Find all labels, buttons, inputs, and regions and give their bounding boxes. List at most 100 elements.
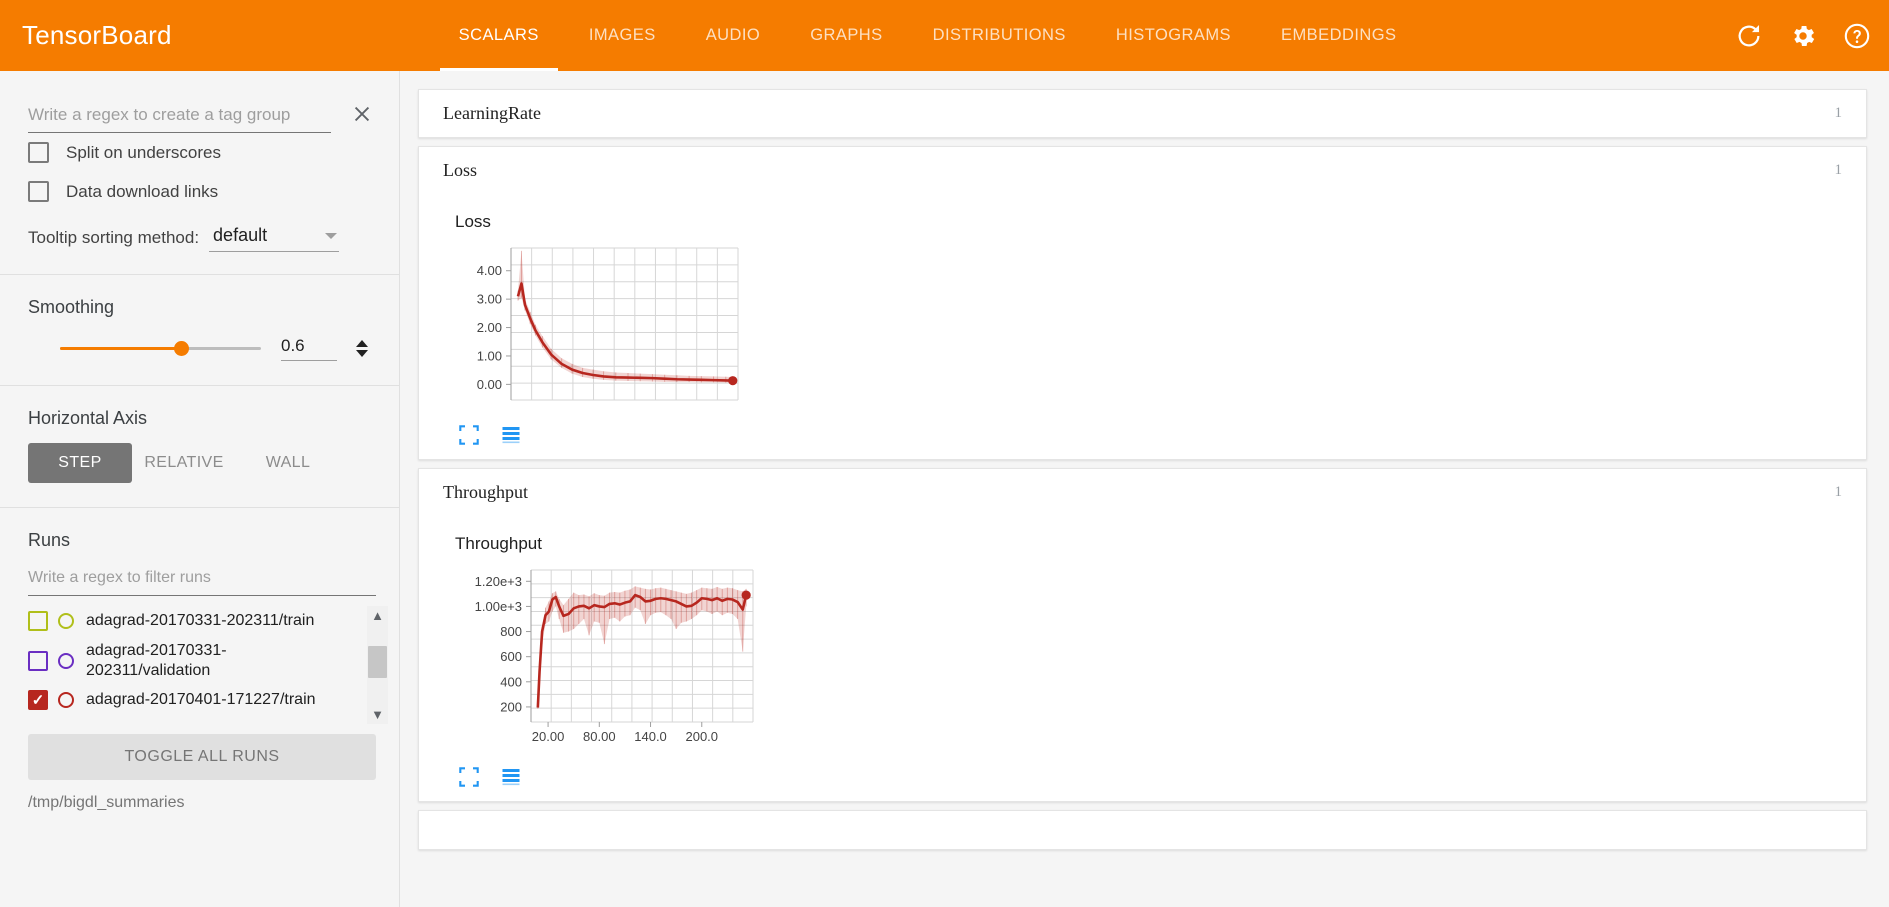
- help-icon[interactable]: [1843, 22, 1871, 50]
- tag-group-row: [0, 71, 399, 133]
- slider-knob[interactable]: [173, 341, 189, 356]
- horizontal-axis-title: Horizontal Axis: [28, 408, 148, 428]
- card-header[interactable]: Throughput 1: [419, 469, 1866, 516]
- run-checkbox[interactable]: [28, 611, 48, 631]
- run-item[interactable]: ✓ adagrad-20170401-171227/train: [28, 685, 363, 715]
- checkbox-box: [28, 142, 49, 163]
- runs-scrollbar[interactable]: ▲ ▼: [367, 606, 388, 724]
- svg-text:200.0: 200.0: [685, 729, 718, 744]
- svg-text:80.00: 80.00: [583, 729, 616, 744]
- gear-icon[interactable]: [1789, 22, 1817, 50]
- haxis-button-step[interactable]: STEP: [28, 443, 132, 483]
- svg-text:1.00: 1.00: [477, 348, 502, 363]
- app-bar-actions: [1735, 0, 1871, 71]
- expand-icon[interactable]: [459, 425, 479, 445]
- haxis-button-wall[interactable]: WALL: [265, 454, 311, 471]
- divider: [0, 507, 399, 508]
- chart-toolbar: [453, 415, 1866, 451]
- tag-regex-input[interactable]: [28, 101, 331, 133]
- sidebar: Split on underscores Data download links…: [0, 71, 400, 907]
- close-icon[interactable]: [345, 97, 379, 131]
- svg-text:2.00: 2.00: [477, 320, 502, 335]
- card-body: Loss 0.00 1.00 2.00 3.00 4.00: [419, 194, 1866, 459]
- divider: [0, 274, 399, 275]
- logdir-path: /tmp/bigdl_summaries: [28, 794, 185, 811]
- run-item[interactable]: adagrad-20170331-202311/train: [28, 606, 363, 636]
- svg-text:400: 400: [500, 674, 522, 689]
- checkbox-label: Data download links: [66, 181, 219, 201]
- tab-label: GRAPHS: [810, 26, 883, 44]
- svg-text:200: 200: [500, 699, 522, 714]
- scrollbar-thumb[interactable]: [368, 646, 387, 679]
- run-label: adagrad-20170331-202311/validation: [86, 642, 227, 679]
- card-header[interactable]: LearningRate 1: [419, 90, 1866, 137]
- scroll-down-icon[interactable]: ▼: [371, 707, 384, 722]
- smoothing-slider[interactable]: [60, 341, 261, 356]
- horizontal-axis-buttons: STEP RELATIVE WALL: [0, 429, 399, 507]
- refresh-icon[interactable]: [1735, 22, 1763, 50]
- tab-graphs[interactable]: GRAPHS: [785, 0, 907, 71]
- data-series-icon[interactable]: [501, 425, 521, 445]
- throughput-chart[interactable]: 200 400 600 800 1.00e+3 1.20e+3 20.00 80.00 140.…: [453, 562, 773, 757]
- checkbox-box: [28, 181, 49, 202]
- tab-histograms[interactable]: HISTOGRAMS: [1091, 0, 1256, 71]
- loss-chart[interactable]: 0.00 1.00 2.00 3.00 4.00: [453, 240, 753, 415]
- smoothing-value[interactable]: 0.6: [281, 336, 337, 361]
- app-title: TensorBoard: [22, 20, 172, 50]
- divider: [0, 385, 399, 386]
- stepper-down-icon[interactable]: [356, 350, 368, 357]
- runs-title: Runs: [28, 530, 71, 550]
- check-icon: ✓: [31, 691, 45, 709]
- run-color-dot: [58, 652, 74, 669]
- card-title: Loss: [443, 160, 478, 180]
- tooltip-sorting-select[interactable]: default: [209, 223, 340, 252]
- tab-images[interactable]: IMAGES: [564, 0, 681, 71]
- runs-filter-input[interactable]: [28, 565, 376, 596]
- svg-text:0.00: 0.00: [477, 377, 502, 392]
- card-header[interactable]: Loss 1: [419, 147, 1866, 194]
- run-checkbox[interactable]: [28, 650, 48, 671]
- tooltip-sorting-value: default: [213, 225, 268, 245]
- tooltip-sorting-row: Tooltip sorting method: default: [0, 211, 399, 274]
- svg-text:600: 600: [500, 649, 522, 664]
- expand-icon[interactable]: [459, 767, 479, 787]
- runs-list-wrap: adagrad-20170331-202311/train adagrad-20…: [28, 606, 388, 724]
- chart-toolbar: [453, 757, 1866, 793]
- haxis-button-relative[interactable]: RELATIVE: [144, 454, 224, 471]
- svg-text:1.00e+3: 1.00e+3: [475, 599, 522, 614]
- stepper-up-icon[interactable]: [356, 340, 368, 347]
- tab-label: EMBEDDINGS: [1281, 26, 1397, 44]
- chart-title: Loss: [455, 212, 491, 231]
- svg-text:3.00: 3.00: [477, 292, 502, 307]
- run-checkbox[interactable]: ✓: [28, 690, 48, 711]
- card-throughput: Throughput 1 Throughput 200 400 600 800 1.00…: [418, 468, 1867, 802]
- checkbox-split-on-underscores[interactable]: Split on underscores: [0, 133, 399, 172]
- tab-distributions[interactable]: DISTRIBUTIONS: [908, 0, 1091, 71]
- card-loss: Loss 1 Loss 0.00 1.00 2.00 3.00 4.00: [418, 146, 1867, 460]
- tab-label: DISTRIBUTIONS: [932, 26, 1066, 44]
- scroll-up-icon[interactable]: ▲: [371, 608, 384, 623]
- tooltip-sorting-label: Tooltip sorting method:: [28, 228, 200, 247]
- app-bar: TensorBoard SCALARS IMAGES AUDIO GRAPHS …: [0, 0, 1889, 71]
- run-item[interactable]: adagrad-20170331-202311/validation: [28, 636, 363, 685]
- tab-label: AUDIO: [705, 26, 761, 44]
- run-label: adagrad-20170331-202311/train: [86, 612, 315, 630]
- checkbox-data-download-links[interactable]: Data download links: [0, 172, 399, 211]
- tab-label: SCALARS: [458, 26, 539, 44]
- tab-embeddings[interactable]: EMBEDDINGS: [1256, 0, 1421, 71]
- tab-audio[interactable]: AUDIO: [681, 0, 786, 71]
- tab-label: IMAGES: [588, 26, 656, 44]
- toggle-all-runs-button[interactable]: TOGGLE ALL RUNS: [28, 734, 376, 780]
- card-body: Throughput 200 400 600 800 1.00e+3 1.20e+3 20.…: [419, 516, 1866, 801]
- data-series-icon[interactable]: [501, 767, 521, 787]
- card-count-badge: 1: [1834, 105, 1843, 121]
- tab-label: HISTOGRAMS: [1115, 26, 1232, 44]
- smoothing-stepper[interactable]: [353, 340, 371, 357]
- svg-text:800: 800: [500, 624, 522, 639]
- card-title: Throughput: [443, 482, 528, 502]
- run-color-dot: [58, 613, 74, 629]
- card-header[interactable]: [419, 811, 1866, 858]
- tab-scalars[interactable]: SCALARS: [434, 0, 564, 71]
- run-label: adagrad-20170401-171227/train: [86, 691, 316, 709]
- run-color-dot: [58, 692, 74, 709]
